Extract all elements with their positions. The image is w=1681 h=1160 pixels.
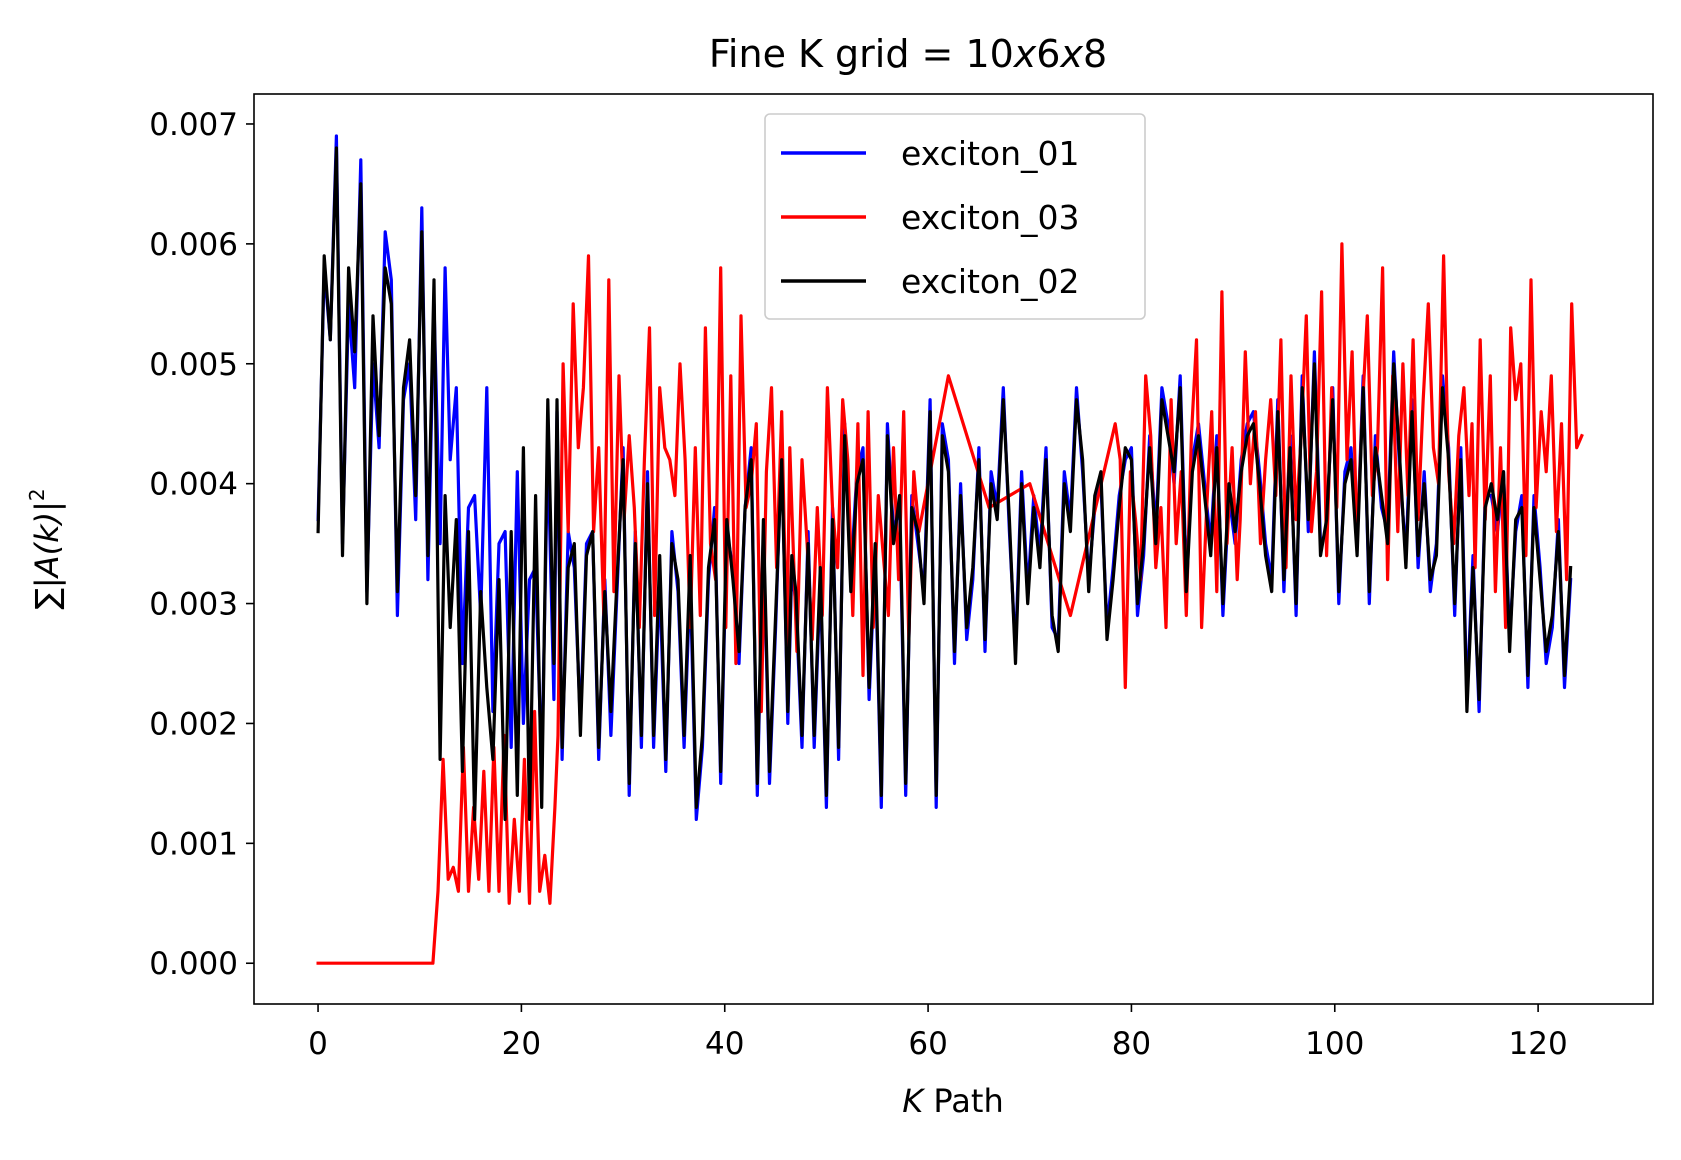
x-tick-label: 100	[1305, 1026, 1364, 1062]
y-tick-label: 0.007	[149, 107, 238, 143]
x-tick-label: 40	[705, 1026, 744, 1062]
y-tick-label: 0.002	[149, 706, 238, 742]
x-axis: 0 20 40 60 80 100 120	[308, 1004, 1568, 1062]
x-tick-label: 120	[1509, 1026, 1568, 1062]
chart-title: Fine K grid = 10x6x8	[709, 32, 1107, 76]
x-axis-label: K Path	[902, 1082, 1003, 1120]
series-lines	[316, 134, 1584, 965]
y-tick-label: 0.004	[149, 467, 238, 503]
y-tick-label: 0.001	[149, 826, 238, 862]
series-line-exciton-02	[316, 146, 1573, 821]
plot-frame	[253, 93, 1654, 1005]
x-tick-label: 20	[502, 1026, 541, 1062]
legend-label-exciton-03: exciton_03	[901, 198, 1080, 237]
y-tick-label: 0.006	[149, 227, 238, 263]
y-axis: 0.000 0.001 0.002 0.003 0.004 0.005 0.006 0.007	[149, 107, 254, 982]
legend-label-exciton-02: exciton_02	[901, 262, 1080, 301]
x-tick-label: 60	[908, 1026, 947, 1062]
legend-label-exciton-01: exciton_01	[901, 134, 1080, 173]
y-tick-label: 0.000	[149, 946, 238, 982]
x-tick-label: 0	[308, 1026, 328, 1062]
y-tick-label: 0.005	[149, 347, 238, 383]
y-tick-label: 0.003	[149, 587, 238, 623]
legend-box	[764, 113, 1146, 320]
x-tick-label: 80	[1112, 1026, 1151, 1062]
legend: exciton_01 exciton_03 exciton_02	[764, 113, 1146, 320]
y-axis-label: ∑|A(k)|2	[25, 488, 66, 609]
